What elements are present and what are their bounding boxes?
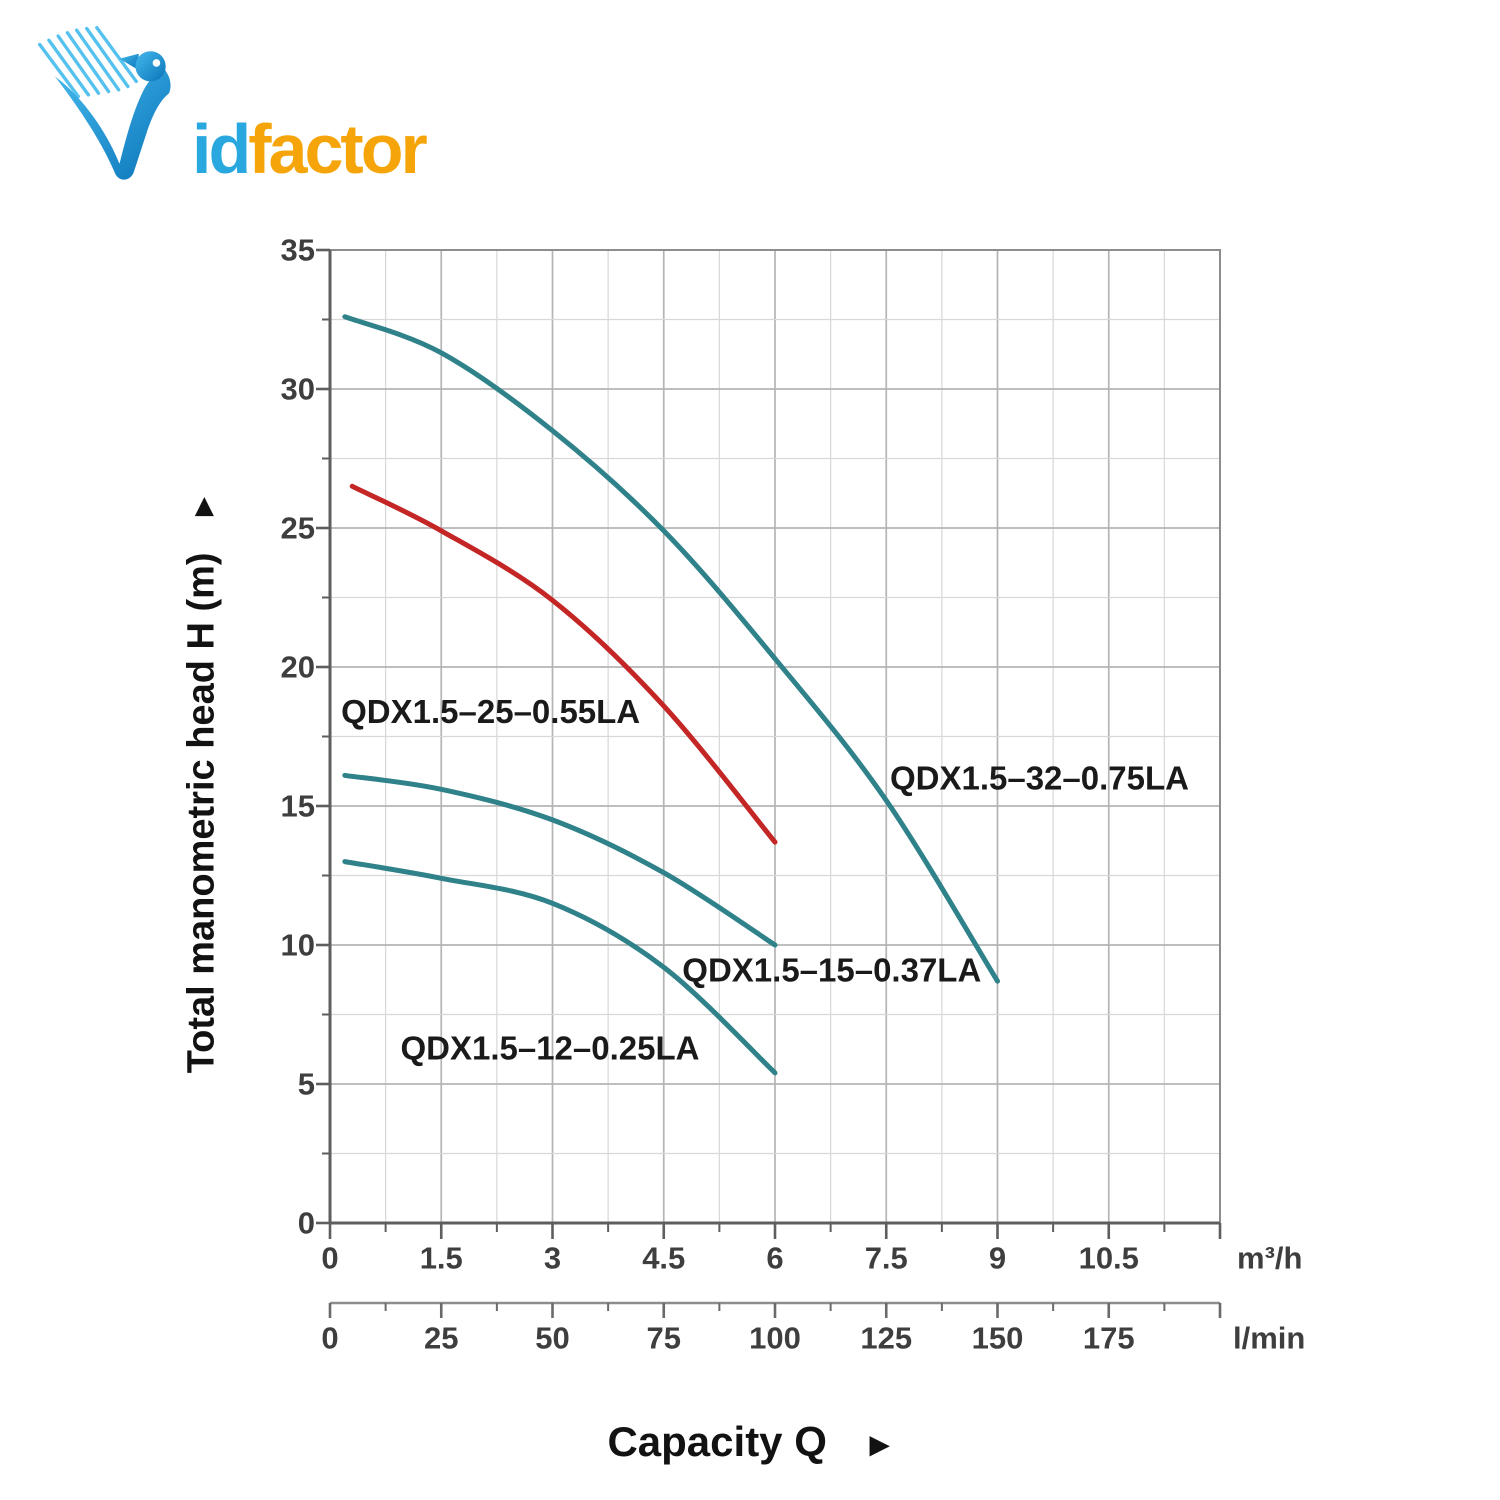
pump-curve (342, 859, 778, 1076)
x-axis-title: Capacity Q ► (607, 1418, 896, 1466)
secondary-tick-label: 125 (860, 1321, 912, 1356)
series-label: QDX1.5–32–0.75LA (890, 760, 1189, 797)
bird-head (135, 51, 166, 82)
x-tick-label: 9 (989, 1241, 1006, 1276)
x-tick-label: 7.5 (865, 1241, 908, 1276)
bird-logo-icon (38, 26, 171, 180)
secondary-tick-label: 25 (424, 1321, 458, 1356)
logo-text-factor: factor (248, 110, 427, 188)
series-label: QDX1.5–15–0.37LA (682, 952, 981, 989)
x-tick-label: 0 (321, 1241, 338, 1276)
x-tick-label: 4.5 (642, 1241, 685, 1276)
pump-curve (349, 483, 778, 845)
y-tick-label: 0 (298, 1206, 315, 1241)
secondary-tick-label: 150 (972, 1321, 1024, 1356)
y-axis-title: Total manometric head H (m) ► (181, 491, 224, 1073)
bird-beak (119, 53, 139, 70)
x-axis-unit-label: m³/h (1237, 1241, 1302, 1276)
y-tick-label: 30 (281, 372, 315, 407)
logo-text: idfactor (192, 114, 428, 184)
y-tick-label: 15 (281, 789, 315, 824)
logo: idfactor (38, 22, 428, 194)
secondary-tick-label: 100 (749, 1321, 801, 1356)
bird-body (54, 68, 171, 180)
x-tick-label: 3 (544, 1241, 561, 1276)
secondary-tick-label: 75 (647, 1321, 681, 1356)
x-axis-title-text: Capacity Q (607, 1418, 827, 1465)
wing-streaks (38, 26, 138, 99)
logo-text-id: id (192, 110, 251, 188)
secondary-tick-label: 50 (535, 1321, 569, 1356)
secondary-tick-label: 0 (321, 1321, 338, 1356)
y-tick-label: 25 (281, 511, 315, 546)
x-tick-label: 6 (766, 1241, 783, 1276)
x-tick-label: 10.5 (1079, 1241, 1139, 1276)
up-arrow-icon: ► (184, 490, 221, 523)
y-tick-label: 35 (281, 233, 315, 268)
y-tick-label: 10 (281, 928, 315, 963)
y-axis-title-text: Total manometric head H (m) (180, 552, 223, 1074)
y-tick-label: 5 (298, 1067, 315, 1102)
series-label: QDX1.5–25–0.55LA (341, 693, 640, 730)
secondary-tick-label: 175 (1083, 1321, 1135, 1356)
x-tick-label: 1.5 (420, 1241, 463, 1276)
series-label: QDX1.5–12–0.25LA (400, 1029, 699, 1066)
secondary-axis-unit-label: l/min (1233, 1321, 1305, 1356)
right-arrow-icon: ► (862, 1426, 897, 1464)
bird-eye (152, 59, 161, 67)
pump-curve (342, 314, 1000, 984)
y-tick-label: 20 (281, 650, 315, 685)
pump-curve (342, 772, 778, 948)
